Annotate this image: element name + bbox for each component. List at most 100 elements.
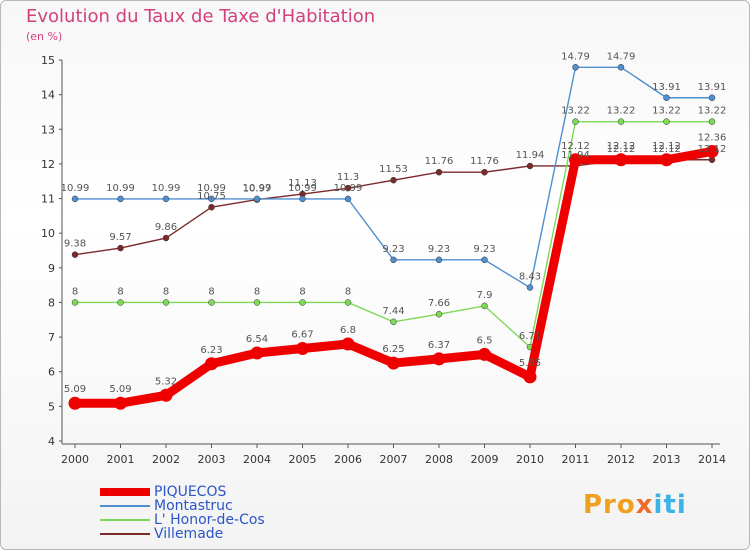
data-label-l-honor-de-cos: 13.22 (561, 106, 590, 117)
data-label-villemade: 11.53 (379, 164, 408, 175)
x-tick-label: 2010 (516, 453, 544, 466)
x-tick-label: 2011 (562, 453, 590, 466)
data-labels: 9.38 9.57 9.86 10.75 10.97 11.13 11.3 11.53 11.7… (61, 51, 727, 395)
data-label-l-honor-de-cos: 8 (163, 286, 169, 297)
y-tick-label: 9 (48, 262, 55, 275)
data-label-piquecos: 12.36 (698, 132, 727, 143)
x-tick-label: 2009 (471, 453, 499, 466)
point-l-honor-de-cos (481, 302, 488, 310)
legend-label-villemade: Villemade (154, 526, 224, 542)
data-label-montastruc: 10.99 (334, 183, 363, 194)
y-tick-label: 15 (41, 54, 55, 67)
point-l-honor-de-cos (572, 118, 579, 125)
data-label-montastruc: 10.99 (197, 183, 226, 194)
point-montastruc (299, 195, 306, 203)
data-label-l-honor-de-cos: 8 (117, 286, 123, 297)
point-piquecos (614, 153, 628, 167)
data-label-l-honor-de-cos: 13.22 (698, 106, 727, 117)
legend: PIQUECOS Montastruc L' Honor-de-Cos Vill… (100, 485, 265, 541)
data-label-montastruc: 10.99 (152, 183, 181, 194)
y-tick-label: 6 (48, 366, 55, 379)
data-label-piquecos: 5.85 (519, 358, 541, 369)
point-villemade (390, 176, 397, 184)
point-l-honor-de-cos (344, 299, 352, 306)
x-tick-label: 2014 (698, 453, 726, 466)
data-label-montastruc: 10.99 (61, 183, 90, 194)
data-label-montastruc: 14.79 (561, 51, 590, 62)
x-tick-label: 2000 (61, 453, 89, 466)
data-label-l-honor-de-cos: 8 (72, 286, 78, 297)
point-piquecos (432, 352, 446, 366)
point-piquecos (68, 396, 82, 410)
legend-label-montastruc: Montastruc (154, 498, 233, 514)
point-montastruc (572, 64, 579, 71)
point-piquecos (478, 347, 491, 361)
legend-item-piquecos: PIQUECOS (100, 485, 265, 499)
point-montastruc (253, 195, 261, 203)
point-piquecos (159, 388, 173, 402)
point-montastruc (481, 256, 488, 264)
axes: 4 5 6 7 8 9 10 11 12 13 14 15 2000 2001 2002 2003 2004 20… (41, 54, 726, 466)
data-label-l-honor-de-cos: 8 (254, 286, 260, 297)
point-montastruc (117, 195, 124, 203)
data-label-villemade: 9.38 (64, 239, 86, 250)
data-label-piquecos: 5.09 (64, 384, 86, 395)
point-villemade (117, 244, 124, 252)
point-l-honor-de-cos (208, 299, 215, 306)
x-tick-label: 2012 (607, 453, 635, 466)
point-l-honor-de-cos (299, 299, 306, 306)
point-montastruc (208, 195, 215, 203)
point-l-honor-de-cos (617, 118, 625, 125)
x-tick-label: 2013 (653, 453, 681, 466)
data-label-villemade: 9.57 (109, 232, 131, 243)
data-label-montastruc: 10.99 (243, 183, 272, 194)
y-tick-label: 7 (48, 331, 55, 344)
point-piquecos (569, 153, 582, 167)
point-villemade (71, 251, 79, 258)
legend-swatch-montastruc (100, 505, 150, 507)
data-label-piquecos: 6.8 (340, 325, 356, 336)
point-piquecos (296, 342, 309, 356)
data-label-l-honor-de-cos: 7.9 (477, 290, 493, 301)
data-label-villemade: 12.12 (652, 144, 681, 155)
data-label-l-honor-de-cos: 8 (345, 286, 351, 297)
point-montastruc (71, 195, 79, 203)
point-piquecos (341, 337, 355, 351)
data-label-montastruc: 9.23 (382, 244, 404, 255)
data-label-villemade: 11.94 (516, 150, 545, 161)
x-tick-label: 2005 (289, 453, 317, 466)
data-label-montastruc: 14.79 (607, 51, 636, 62)
data-label-piquecos: 6.23 (200, 345, 222, 356)
chart-title: Evolution du Taux de Taxe d'Habitation (26, 6, 376, 27)
data-label-piquecos: 6.54 (246, 334, 268, 345)
data-label-villemade: 11.76 (470, 156, 499, 167)
x-tick-label: 2001 (107, 453, 135, 466)
point-l-honor-de-cos (253, 299, 261, 306)
point-l-honor-de-cos (117, 299, 124, 306)
data-label-montastruc: 10.99 (288, 183, 317, 194)
data-label-villemade: 10.75 (197, 191, 226, 202)
data-label-piquecos: 6.25 (382, 344, 404, 355)
data-label-villemade: 11.76 (425, 156, 454, 167)
data-label-l-honor-de-cos: 13.22 (607, 106, 636, 117)
point-montastruc (435, 256, 443, 264)
data-label-l-honor-de-cos: 13.22 (652, 106, 681, 117)
data-label-piquecos: 6.67 (291, 330, 313, 341)
legend-swatch-honor-de-cos (100, 519, 150, 521)
data-label-piquecos: 12.12 (607, 141, 636, 152)
point-villemade (481, 168, 488, 176)
data-label-l-honor-de-cos: 8 (208, 286, 214, 297)
y-tick-label: 5 (48, 400, 55, 413)
x-tick-label: 2008 (425, 453, 453, 466)
legend-item-honor-de-cos: L' Honor-de-Cos (100, 513, 265, 527)
point-piquecos (660, 153, 673, 167)
data-label-piquecos: 12.12 (652, 141, 681, 152)
data-label-piquecos: 6.5 (477, 335, 493, 346)
data-label-montastruc: 13.91 (652, 82, 681, 93)
point-piquecos (705, 144, 719, 158)
data-label-villemade: 11.3 (337, 172, 359, 183)
data-label-montastruc: 10.99 (106, 183, 135, 194)
x-tick-label: 2007 (380, 453, 408, 466)
